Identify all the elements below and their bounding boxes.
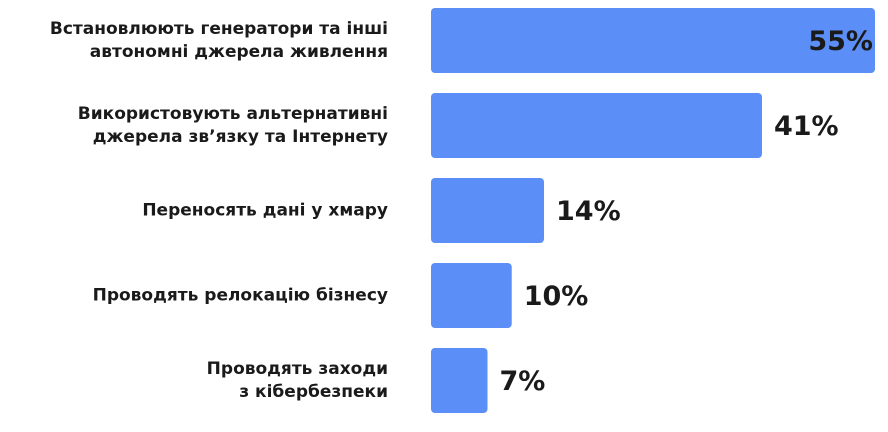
category-label: Проводять релокацію бізнесу xyxy=(92,285,388,305)
bar xyxy=(431,178,545,243)
category-label: Проводять заходи з кібербезпеки xyxy=(206,358,388,402)
category-label: Використовують альтернативні джерела зв’… xyxy=(77,103,388,147)
value-label: 55% xyxy=(808,26,873,57)
bar xyxy=(431,348,488,413)
value-label: 41% xyxy=(774,111,839,142)
bar xyxy=(431,8,875,73)
category-label: Встановлюють генератори та інші автономн… xyxy=(49,18,388,62)
category-label: Переносять дані у хмару xyxy=(142,200,388,220)
value-label: 14% xyxy=(556,196,621,227)
bar xyxy=(431,263,512,328)
value-label: 7% xyxy=(500,366,546,397)
bar xyxy=(431,93,762,158)
value-label: 10% xyxy=(524,281,589,312)
